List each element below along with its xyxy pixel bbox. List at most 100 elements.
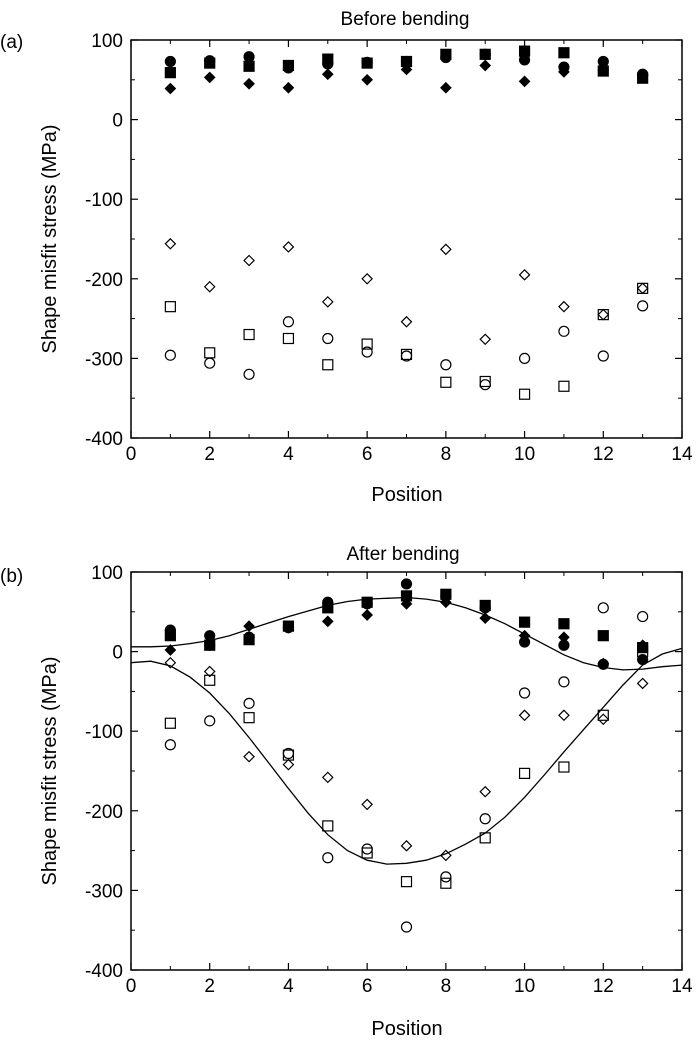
panel-a-x-axis-title: Position: [371, 484, 442, 506]
open-diamond-point: [203, 280, 216, 293]
x-tick-label: 2: [204, 976, 215, 997]
open-diamond-point: [321, 771, 334, 784]
filled-diamond-point: [440, 81, 452, 94]
open-circle-point: [361, 843, 373, 855]
filled-square-point: [164, 67, 176, 79]
panel-b-ticks: 0 2 4 6 8 10 12 14 100 0 -100 -200 -300 -400: [85, 563, 693, 997]
open-square-point: [400, 876, 413, 888]
open-square-point: [440, 376, 452, 388]
filled-square-point: [518, 45, 531, 57]
filled-diamond-point: [164, 82, 177, 95]
filled-square-point: [558, 618, 570, 630]
y-tick-label: -400: [85, 429, 123, 450]
open-diamond-point: [636, 282, 649, 295]
open-diamond-point: [558, 709, 570, 722]
filled-square-point: [322, 53, 334, 65]
filled-circle-point: [243, 51, 255, 63]
filled-square-point: [243, 634, 255, 646]
x-tick-label: 6: [362, 444, 373, 465]
filled-diamond-point: [440, 596, 452, 609]
open-square-point: [164, 717, 176, 729]
open-square-point: [322, 359, 334, 371]
filled-square-point: [440, 48, 452, 60]
filled-circle-point: [204, 630, 216, 642]
x-tick-label: 8: [441, 444, 452, 465]
open-circle-point: [440, 871, 452, 883]
filled-diamond-point: [558, 631, 570, 644]
filled-square-point: [204, 57, 216, 69]
open-circle-point: [322, 852, 334, 864]
x-tick-label: 12: [593, 444, 614, 465]
filled-diamond-point: [282, 81, 295, 94]
x-tick-label: 0: [126, 976, 137, 997]
filled-diamond-point: [636, 639, 649, 652]
filled-diamond-point: [361, 609, 373, 621]
y-tick-label: -300: [85, 349, 123, 370]
open-diamond-point: [321, 296, 334, 308]
y-tick-label: 100: [91, 563, 123, 584]
open-diamond-point: [518, 709, 531, 722]
open-square-point: [243, 328, 255, 341]
open-diamond-point: [203, 665, 216, 678]
open-square-point: [597, 309, 609, 321]
open-diamond-point: [558, 300, 570, 313]
filled-circle-point: [164, 55, 176, 68]
filled-diamond-point: [558, 65, 570, 78]
x-tick-label: 10: [514, 444, 535, 465]
y-tick-label: 0: [112, 643, 123, 664]
x-tick-label: 6: [362, 976, 373, 997]
open-square-point: [558, 380, 570, 392]
open-circle-point: [440, 359, 452, 371]
y-tick-label: -200: [85, 270, 123, 291]
open-circle-point: [479, 379, 491, 391]
open-square-point: [597, 709, 609, 721]
open-square-point: [243, 712, 255, 724]
y-tick-label: -100: [85, 190, 123, 211]
y-tick-label: -100: [85, 722, 123, 743]
open-circle-point: [597, 350, 609, 362]
open-square-point: [637, 282, 649, 294]
filled-diamond-point: [597, 657, 610, 670]
open-diamond-point: [636, 677, 649, 690]
filled-diamond-point: [597, 64, 610, 77]
open-square-point: [558, 761, 570, 773]
open-diamond-point: [164, 237, 177, 250]
filled-diamond-point: [203, 71, 216, 84]
open-diamond-point: [243, 750, 255, 763]
open-square-point: [440, 877, 452, 889]
filled-square-point: [322, 602, 334, 614]
filled-diamond-point: [282, 621, 295, 634]
open-square-point: [282, 332, 295, 345]
y-tick-label: 100: [91, 31, 123, 52]
open-square-point: [637, 645, 649, 658]
open-circle-point: [637, 610, 649, 623]
panel-b-markers: [164, 578, 649, 933]
open-circle-point: [637, 300, 649, 312]
open-diamond-point: [479, 333, 492, 346]
y-tick-label: 0: [112, 111, 123, 132]
open-circle-point: [243, 368, 255, 380]
filled-diamond-point: [636, 69, 649, 82]
open-diamond-point: [282, 758, 295, 771]
filled-diamond-point: [400, 63, 413, 76]
filled-circle-point: [400, 578, 413, 590]
filled-diamond-point: [361, 73, 373, 86]
filled-square-point: [361, 596, 373, 608]
filled-square-point: [243, 60, 255, 72]
x-tick-label: 10: [514, 976, 535, 997]
panel-a-plot-frame: [130, 39, 683, 439]
filled-diamond-point: [321, 68, 334, 81]
x-tick-label: 4: [283, 444, 294, 465]
open-circle-point: [322, 332, 334, 345]
open-diamond-point: [440, 849, 452, 862]
open-square-point: [204, 674, 216, 686]
y-tick-label: -200: [85, 802, 123, 823]
filled-diamond-point: [400, 597, 413, 610]
filled-square-point: [558, 47, 570, 59]
open-circle-point: [164, 739, 176, 751]
x-tick-label: 2: [204, 444, 215, 465]
panel-b-y-axis-title: Shape misfit stress (MPa): [39, 657, 61, 886]
open-diamond-point: [479, 785, 492, 798]
open-diamond-point: [400, 839, 413, 852]
filled-diamond-point: [479, 612, 492, 625]
